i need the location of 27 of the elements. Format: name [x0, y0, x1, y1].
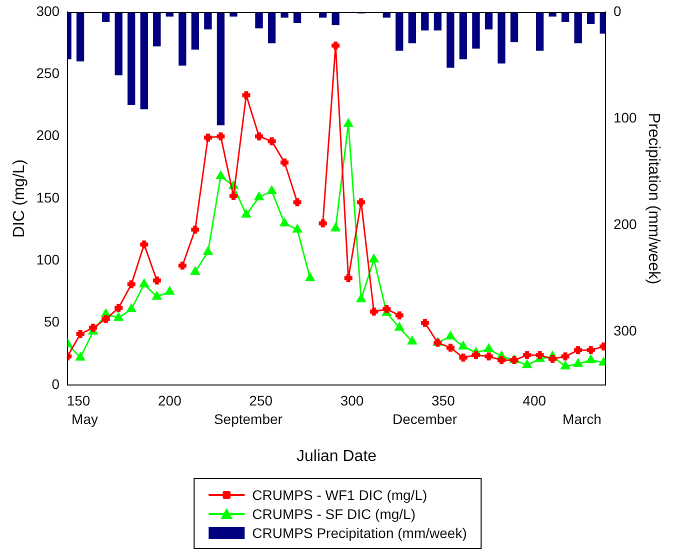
- y-tick-label: 150: [36, 189, 60, 206]
- x-tick-label: 150: [66, 392, 90, 408]
- x-tick-label: 300: [340, 392, 364, 408]
- y-tick-label: 200: [36, 127, 60, 144]
- x-tick-label: 400: [522, 392, 546, 408]
- y2-tick-label: 300: [613, 322, 638, 339]
- legend-label: CRUMPS - SF DIC (mg/L): [252, 506, 416, 522]
- y-tick-label: 50: [44, 314, 60, 330]
- y-tick-label: 0: [52, 376, 60, 392]
- y2-tick-label: 100: [613, 109, 638, 126]
- x-tick-label: 200: [158, 392, 182, 408]
- y2-axis-title: Precipitation (mm/week): [644, 112, 662, 284]
- y-axis-title: DIC (mg/L): [11, 159, 28, 238]
- y2-tick-label: 200: [613, 216, 638, 232]
- x-tick-label: 350: [431, 392, 456, 408]
- x-tick-label: 250: [249, 392, 273, 408]
- y-tick-label: 300: [36, 2, 60, 19]
- y-tick-label: 100: [36, 252, 60, 268]
- y2-tick-label: 0: [613, 2, 622, 19]
- y-tick-label: 250: [36, 65, 60, 82]
- legend-label: CRUMPS Precipitation (mm/week): [252, 524, 467, 540]
- text: March: [562, 410, 602, 427]
- text: December: [392, 410, 458, 427]
- text: May: [72, 410, 98, 427]
- x-axis-title: Julian Date: [296, 448, 377, 465]
- text: September: [214, 410, 283, 427]
- legend-label: CRUMPS - WF1 DIC (mg/L): [252, 486, 428, 502]
